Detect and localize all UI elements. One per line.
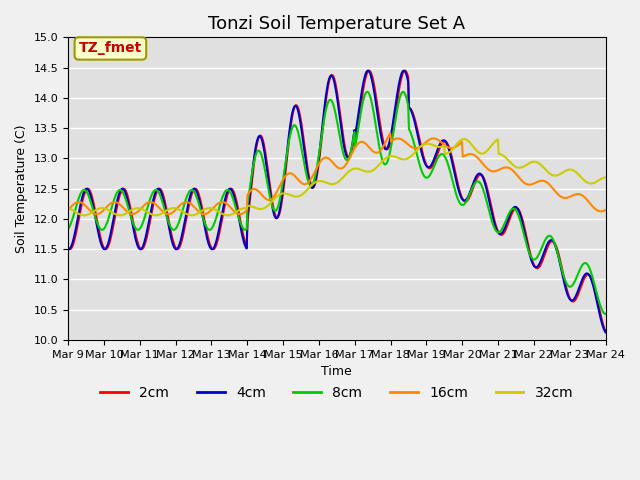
8cm <box>399 89 407 95</box>
8cm <box>129 220 137 226</box>
Legend: 2cm, 4cm, 8cm, 16cm, 32cm: 2cm, 4cm, 8cm, 16cm, 32cm <box>95 381 579 406</box>
4cm <box>400 68 408 73</box>
Line: 16cm: 16cm <box>68 133 605 214</box>
16cm <box>64 207 72 213</box>
4cm <box>129 225 137 230</box>
8cm <box>64 226 72 232</box>
32cm <box>223 213 231 218</box>
8cm <box>74 198 81 204</box>
16cm <box>184 199 191 205</box>
Line: 2cm: 2cm <box>68 71 605 331</box>
Line: 32cm: 32cm <box>68 139 605 216</box>
16cm <box>387 130 394 136</box>
4cm <box>74 216 81 222</box>
Line: 4cm: 4cm <box>68 71 605 332</box>
2cm <box>419 149 426 155</box>
32cm <box>64 205 72 211</box>
Line: 8cm: 8cm <box>68 92 605 314</box>
32cm <box>419 143 426 148</box>
2cm <box>403 70 410 75</box>
32cm <box>602 175 609 180</box>
4cm <box>64 246 72 252</box>
8cm <box>602 311 609 317</box>
16cm <box>129 211 137 217</box>
32cm <box>403 156 410 162</box>
16cm <box>404 141 412 147</box>
32cm <box>460 136 468 142</box>
32cm <box>129 206 137 212</box>
Y-axis label: Soil Temperature (C): Soil Temperature (C) <box>15 124 28 253</box>
8cm <box>212 216 220 221</box>
16cm <box>236 211 244 217</box>
4cm <box>602 329 609 335</box>
32cm <box>184 212 191 217</box>
32cm <box>212 207 220 213</box>
2cm <box>184 209 191 215</box>
2cm <box>64 245 72 251</box>
8cm <box>419 170 426 176</box>
X-axis label: Time: Time <box>321 365 352 378</box>
Text: TZ_fmet: TZ_fmet <box>79 41 142 56</box>
16cm <box>212 202 220 208</box>
4cm <box>184 204 191 209</box>
16cm <box>74 199 81 205</box>
2cm <box>129 219 137 225</box>
4cm <box>212 240 220 245</box>
4cm <box>419 153 426 158</box>
2cm <box>602 328 609 334</box>
8cm <box>184 192 191 198</box>
Title: Tonzi Soil Temperature Set A: Tonzi Soil Temperature Set A <box>208 15 465 33</box>
16cm <box>419 142 427 147</box>
2cm <box>212 242 220 248</box>
32cm <box>74 210 81 216</box>
2cm <box>365 68 373 73</box>
8cm <box>403 96 410 102</box>
16cm <box>602 207 609 213</box>
4cm <box>403 72 410 78</box>
2cm <box>74 222 81 228</box>
